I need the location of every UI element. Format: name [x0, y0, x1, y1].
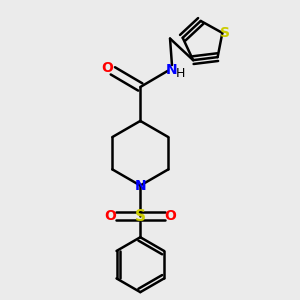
Text: S: S — [220, 26, 230, 40]
Text: H: H — [176, 67, 185, 80]
Text: N: N — [134, 178, 146, 193]
Text: S: S — [135, 209, 146, 224]
Text: O: O — [101, 61, 113, 75]
Text: O: O — [104, 209, 116, 223]
Text: N: N — [166, 63, 178, 77]
Text: O: O — [164, 209, 176, 223]
